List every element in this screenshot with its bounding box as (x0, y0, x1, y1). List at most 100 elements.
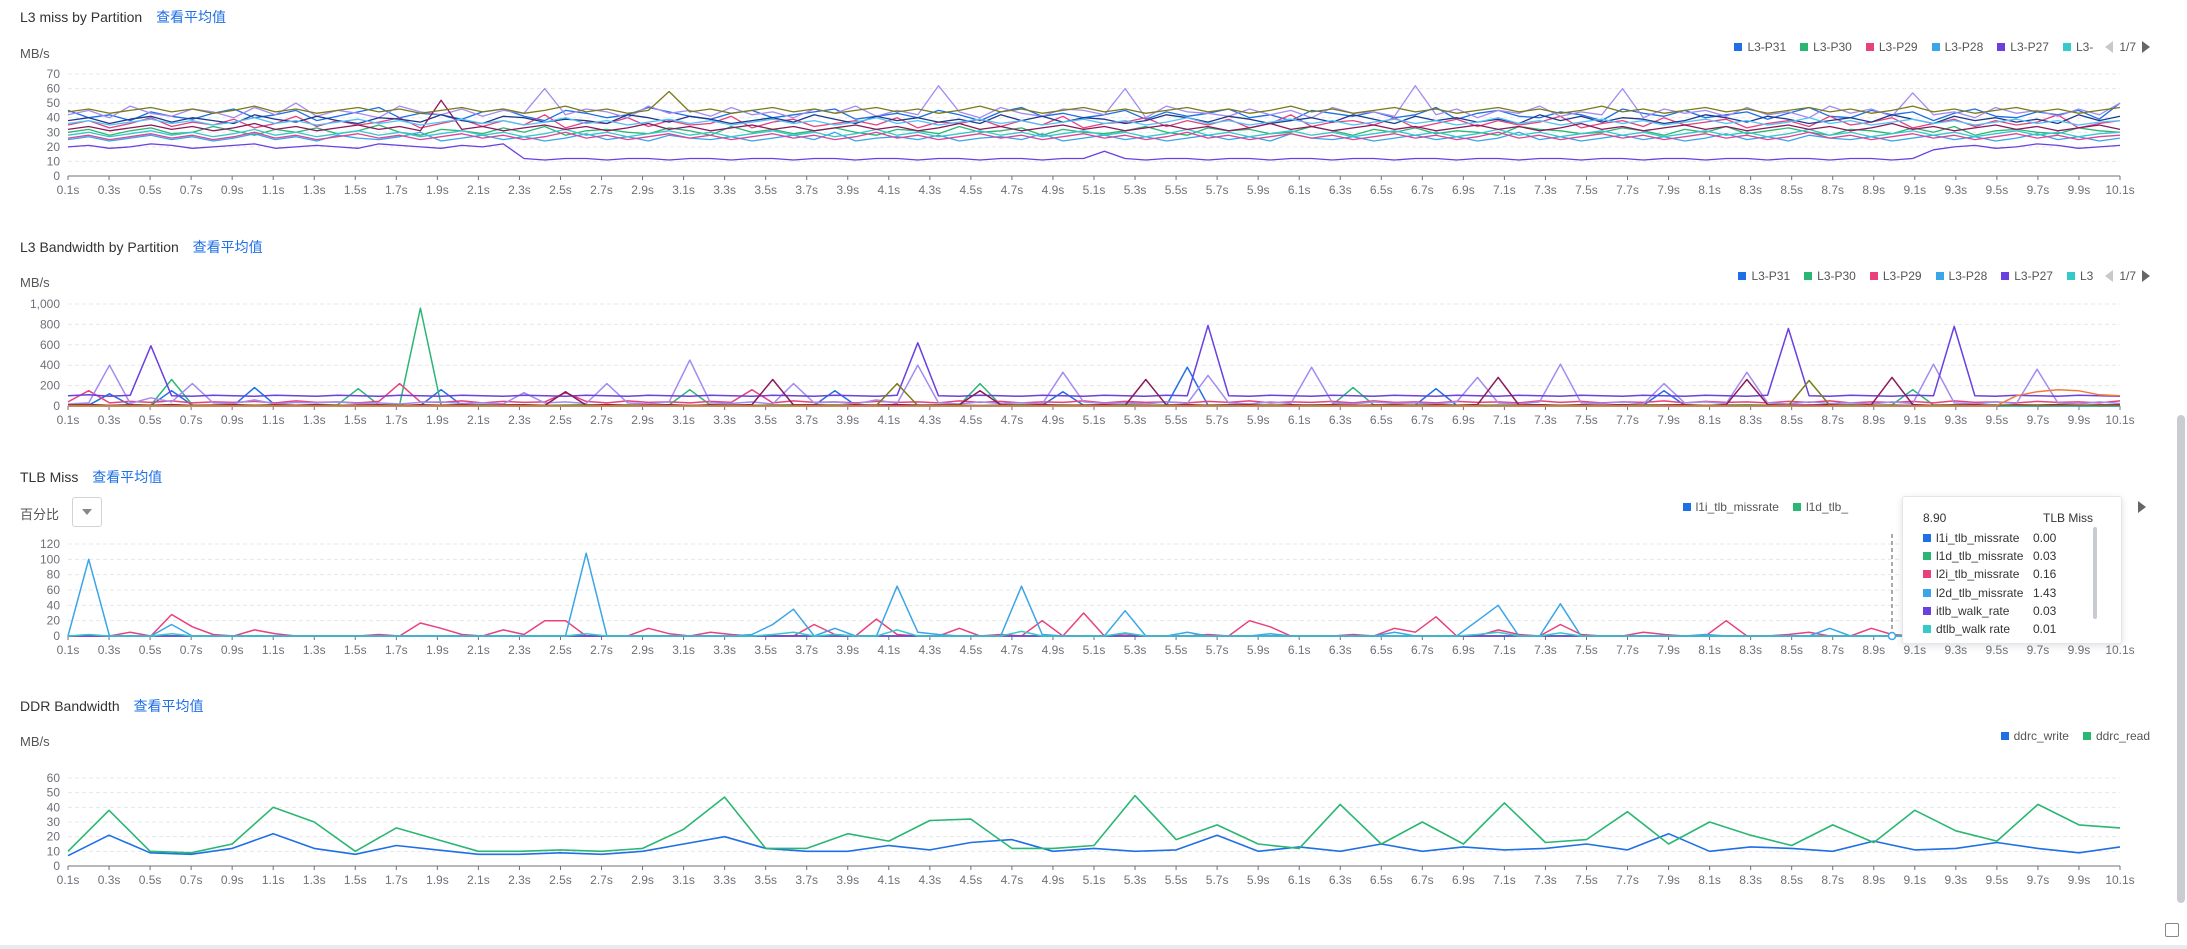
x-tick-label: 8.5s (1780, 183, 1803, 197)
legend-item[interactable]: L3-P28 (1935, 269, 1987, 283)
legend-item[interactable]: L3- (2062, 40, 2093, 54)
x-tick-label: 9.3s (1944, 873, 1967, 887)
legend-item[interactable]: L3-P28 (1931, 40, 1984, 54)
x-tick-label: 7.7s (1616, 413, 1639, 427)
y-tick-label: 100 (40, 552, 60, 566)
legend-label: l1i_tlb_missrate (1695, 500, 1779, 514)
x-tick-label: 7.1s (1493, 643, 1516, 657)
legend-swatch (1734, 43, 1743, 51)
view-average-link[interactable]: 查看平均值 (192, 239, 263, 255)
page-scrollbar[interactable] (2177, 415, 2185, 903)
x-tick-label: 9.9s (2068, 873, 2091, 887)
legend-item[interactable]: L3-P31 (1734, 40, 1786, 54)
legend-label: L3-P28 (1944, 40, 1984, 54)
view-average-link[interactable]: 查看平均值 (92, 469, 163, 485)
x-tick-label: 5.5s (1165, 643, 1188, 657)
title-text: L3 Bandwidth by Partition (20, 239, 179, 255)
x-tick-label: 8.3s (1739, 643, 1762, 657)
panel-title: L3 Bandwidth by Partition 查看平均值 (20, 237, 263, 257)
panel-l3-bandwidth: L3 Bandwidth by Partition 查看平均值 MB/s L3-… (0, 230, 2150, 460)
series-line (67, 99, 2121, 132)
tooltip-row: itlb_walk_rate 0.03 (1923, 602, 2093, 620)
x-tick-label: 0.7s (180, 183, 203, 197)
legend-item[interactable]: ddrc_write (2000, 729, 2069, 743)
tooltip-row: l1i_tlb_missrate 0.00 (1923, 529, 2093, 547)
legend-item[interactable]: ddrc_read (2082, 729, 2150, 743)
x-tick-label: 8.9s (1862, 183, 1885, 197)
x-tick-label: 1.7s (385, 413, 408, 427)
x-tick-label: 7.5s (1575, 413, 1598, 427)
x-tick-label: 8.1s (1698, 643, 1721, 657)
view-average-link[interactable]: 查看平均值 (133, 698, 204, 714)
x-tick-label: 7.3s (1534, 643, 1557, 657)
legend-swatch (2001, 272, 2010, 280)
edit-icon[interactable] (2165, 923, 2179, 937)
x-tick-label: 4.9s (1042, 643, 1065, 657)
x-tick-label: 2.7s (590, 183, 613, 197)
x-tick-label: 0.5s (139, 413, 162, 427)
tooltip-swatch (1923, 588, 1931, 597)
legend-label: L3 (2079, 269, 2094, 283)
tooltip-series-title: TLB Miss (2042, 511, 2093, 525)
tooltip-swatch (1923, 625, 1931, 634)
legend-item[interactable]: L3-P29 (1869, 269, 1922, 283)
x-tick-label: 2.7s (590, 413, 613, 427)
legend-item[interactable]: l1i_tlb_missrate (1682, 500, 1779, 514)
x-tick-label: 9.5s (1986, 643, 2009, 657)
x-tick-label: 8.3s (1739, 413, 1762, 427)
x-tick-label: 2.3s (508, 873, 531, 887)
x-tick-label: 9.7s (2027, 643, 2050, 657)
tooltip-swatch (1923, 534, 1931, 543)
legend-prev-icon[interactable] (2105, 41, 2114, 53)
x-tick-label: 5.5s (1165, 413, 1188, 427)
legend-item[interactable]: L3-P30 (1804, 269, 1856, 283)
x-tick-label: 5.5s (1165, 183, 1188, 197)
legend-item[interactable]: L3-P27 (2001, 269, 2053, 283)
y-tick-label: 50 (47, 96, 61, 110)
x-tick-label: 4.7s (1001, 873, 1024, 887)
x-tick-label: 5.9s (1247, 413, 1270, 427)
legend-item[interactable]: l1d_tlb_ (1792, 500, 1848, 514)
legend-label: L3-P31 (1751, 269, 1791, 283)
legend-item[interactable]: L3-P31 (1738, 269, 1790, 283)
view-average-link[interactable]: 查看平均值 (156, 9, 227, 25)
legend-swatch (2066, 272, 2075, 280)
unit-dropdown[interactable] (72, 497, 102, 527)
x-tick-label: 4.9s (1042, 183, 1065, 197)
legend-label: L3-P30 (1813, 40, 1852, 54)
x-tick-label: 8.1s (1698, 413, 1721, 427)
tooltip-series-name: l1d_tlb_missrate (1936, 549, 2024, 564)
x-tick-label: 6.1s (1288, 643, 1311, 657)
legend-next-icon[interactable] (2142, 270, 2150, 282)
x-tick-label: 8.7s (1821, 873, 1844, 887)
legend-item[interactable]: L3-P30 (1800, 40, 1852, 54)
l3-bandwidth-chart[interactable]: 0 200 400 600 800 1,000 0.1s 0.3s 0.5s 0.7s 0.9s 1.… (0, 297, 2140, 440)
x-tick-label: 2.9s (631, 643, 654, 657)
x-tick-label: 3.5s (754, 643, 777, 657)
x-tick-label: 7.9s (1657, 183, 1680, 197)
legend-prev-icon[interactable] (2105, 270, 2114, 282)
series-line (67, 359, 2121, 405)
series-line (67, 832, 2121, 857)
x-tick-label: 1.3s (303, 643, 326, 657)
x-tick-label: 4.5s (960, 873, 983, 887)
x-tick-label: 4.9s (1042, 873, 1065, 887)
legend-next-icon[interactable] (2142, 41, 2150, 53)
legend-item[interactable]: L3 (2066, 269, 2094, 283)
x-tick-label: 9.1s (1903, 873, 1926, 887)
tooltip-scrollbar[interactable] (2093, 527, 2097, 619)
tooltip-series-value: 1.43 (2033, 585, 2057, 600)
x-tick-label: 7.1s (1493, 873, 1516, 887)
legend-item[interactable]: L3-P27 (1997, 40, 2049, 54)
x-tick-label: 3.3s (713, 413, 736, 427)
legend-item[interactable]: L3-P29 (1865, 40, 1918, 54)
panel-ddr-bandwidth: DDR Bandwidth 查看平均值 MB/s ddrc_write ddrc_… (0, 690, 2150, 920)
x-tick-label: 8.7s (1821, 183, 1844, 197)
legend-next-icon[interactable] (2138, 501, 2146, 513)
legend-label: ddrc_read (2095, 729, 2150, 743)
x-tick-label: 6.9s (1452, 873, 1475, 887)
y-tick-label: 200 (40, 379, 60, 393)
